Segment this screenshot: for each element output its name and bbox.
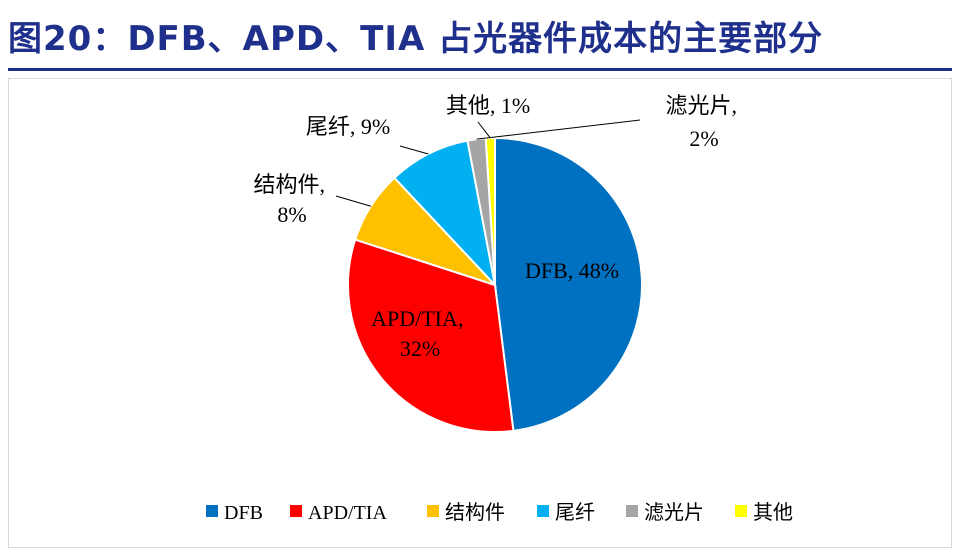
label-pigtail: 尾纤, 9%	[306, 114, 390, 139]
leader-line-4	[476, 119, 641, 140]
label-apd-tia: APD/TIA, 32%	[371, 306, 469, 361]
label-structure: 结构件, 8%	[253, 172, 330, 227]
label-apd-tia-line1: APD/TIA,	[371, 306, 463, 331]
figure-title: 图20：DFB、APD、TIA 占光器件成本的主要部分	[8, 19, 824, 59]
legend-swatch-5	[735, 505, 747, 517]
label-other-line: 其他, 1%	[446, 93, 530, 118]
label-pigtail-line: 尾纤, 9%	[306, 114, 390, 139]
legend-label-1: APD/TIA	[308, 502, 387, 524]
label-filter: 滤光片, 2%	[665, 93, 742, 151]
label-apd-tia-line2: 32%	[400, 336, 440, 361]
legend-label-0: DFB	[224, 502, 263, 524]
slice-1	[347, 238, 515, 433]
label-filter-line1: 滤光片,	[665, 93, 737, 118]
leader-lines	[335, 119, 641, 207]
legend-swatch-0	[206, 505, 218, 517]
leader-line-2	[335, 195, 372, 207]
legend-swatch-2	[427, 505, 439, 517]
label-dfb-line: DFB, 48%	[525, 258, 619, 283]
legend-swatch-3	[537, 505, 549, 517]
label-structure-line2: 8%	[277, 202, 306, 227]
legend-label-5: 其他	[753, 501, 793, 524]
label-dfb: DFB, 48%	[525, 258, 619, 283]
leader-line-3	[399, 145, 429, 155]
label-structure-line1: 结构件,	[253, 172, 325, 197]
label-filter-line2: 2%	[689, 126, 718, 151]
legend-label-2: 结构件	[445, 501, 505, 524]
label-other: 其他, 1%	[446, 93, 530, 118]
legend-swatch-1	[290, 505, 302, 517]
legend-label-3: 尾纤	[555, 501, 595, 524]
slice-0	[494, 136, 643, 432]
title-rule	[8, 68, 952, 71]
legend-label-4: 滤光片	[644, 501, 704, 524]
pie-slices	[347, 136, 643, 433]
legend-swatch-4	[626, 505, 638, 517]
slice-3	[392, 139, 497, 289]
legend: DFB APD/TIA 结构件 尾纤 滤光片 其他	[206, 501, 793, 524]
chart-frame	[8, 78, 952, 548]
leader-line-5	[477, 121, 491, 139]
